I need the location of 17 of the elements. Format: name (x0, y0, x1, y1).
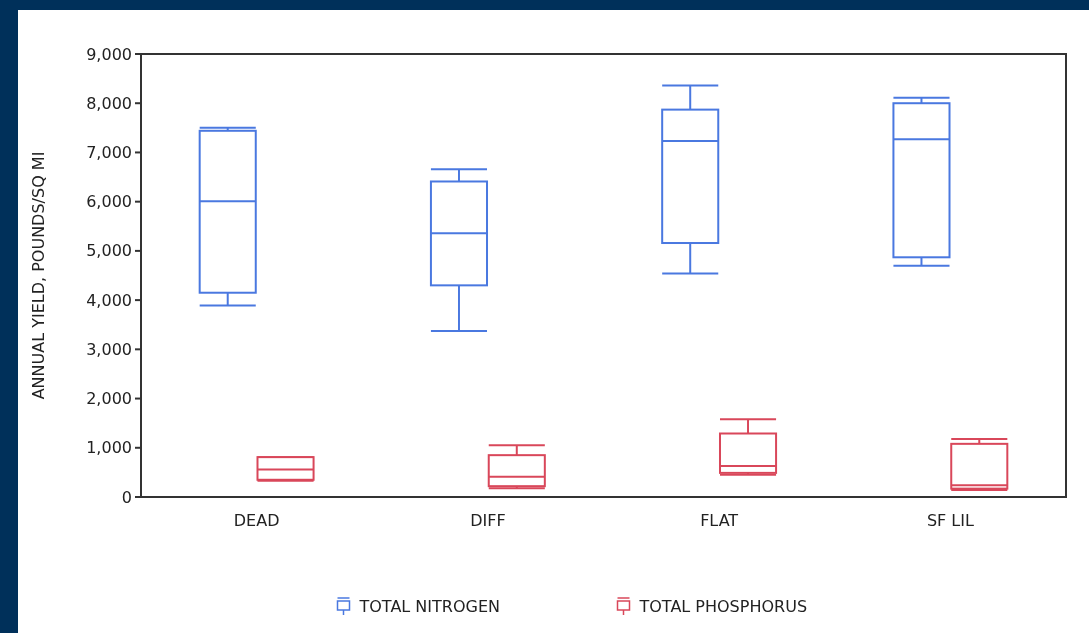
legend-label: TOTAL NITROGEN (358, 596, 500, 616)
legend-label: TOTAL PHOSPHORUS (638, 596, 808, 616)
y-axis-title: ANNUAL YIELD, POUNDS/SQ MI (29, 151, 48, 400)
y-tick-label: 1,000 (86, 438, 132, 458)
x-tick-label: DEAD (233, 511, 280, 530)
y-tick-label: 0 (121, 487, 132, 507)
y-tick-label: 2,000 (86, 389, 132, 409)
y-tick-label: 5,000 (86, 241, 132, 261)
y-tick-label: 9,000 (86, 44, 132, 64)
y-tick-label: 4,000 (86, 290, 132, 310)
x-tick-label: SF LIL (926, 511, 974, 530)
y-tick-label: 8,000 (86, 93, 132, 113)
x-tick-label: DIFF (470, 511, 506, 530)
y-tick-label: 7,000 (86, 143, 132, 163)
x-tick-label: FLAT (700, 511, 739, 530)
y-tick-label: 3,000 (86, 339, 132, 359)
y-tick-label: 6,000 (86, 192, 132, 212)
